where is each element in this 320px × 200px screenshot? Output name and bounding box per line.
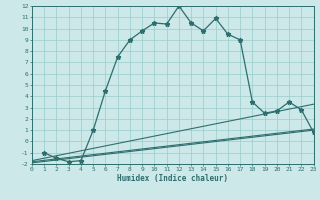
X-axis label: Humidex (Indice chaleur): Humidex (Indice chaleur) xyxy=(117,174,228,183)
